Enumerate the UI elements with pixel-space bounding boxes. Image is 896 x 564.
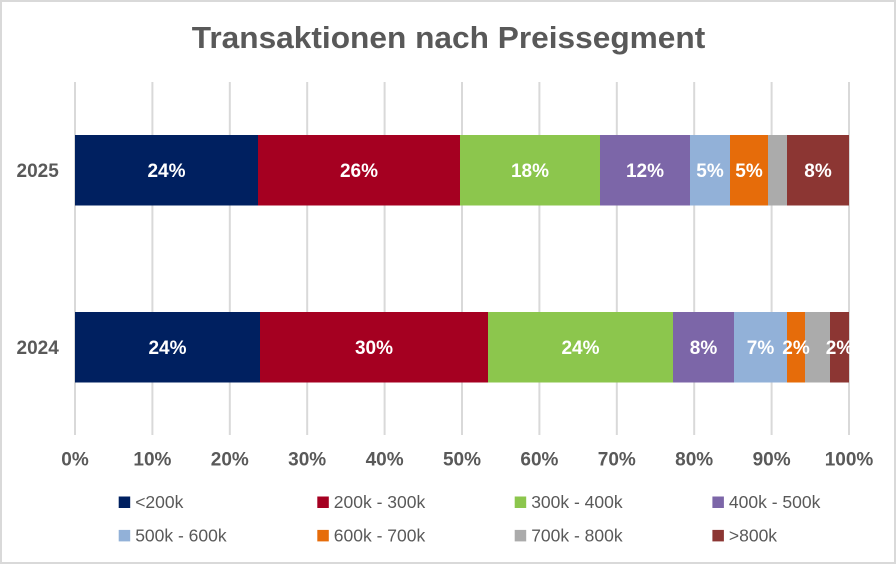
svg-text:<200k: <200k [135, 492, 183, 512]
svg-text:90%: 90% [753, 450, 791, 471]
svg-text:8%: 8% [690, 338, 718, 359]
svg-text:400k - 500k: 400k - 500k [729, 492, 821, 512]
svg-text:30%: 30% [355, 338, 393, 359]
svg-text:50%: 50% [443, 450, 481, 471]
svg-text:24%: 24% [147, 161, 185, 182]
svg-text:24%: 24% [561, 338, 599, 359]
svg-text:600k - 700k: 600k - 700k [334, 526, 426, 546]
svg-text:200k - 300k: 200k - 300k [334, 492, 426, 512]
svg-text:700k - 800k: 700k - 800k [531, 526, 623, 546]
svg-text:70%: 70% [598, 450, 636, 471]
svg-text:2024: 2024 [17, 338, 60, 359]
svg-text:0%: 0% [61, 450, 89, 471]
svg-text:>800k: >800k [729, 526, 777, 546]
svg-text:7%: 7% [747, 338, 775, 359]
svg-text:30%: 30% [288, 450, 326, 471]
svg-text:500k - 600k: 500k - 600k [135, 526, 227, 546]
svg-text:80%: 80% [675, 450, 713, 471]
svg-text:24%: 24% [148, 338, 186, 359]
svg-text:300k - 400k: 300k - 400k [531, 492, 623, 512]
svg-text:12%: 12% [626, 161, 664, 182]
svg-text:8%: 8% [804, 161, 832, 182]
svg-text:2025: 2025 [17, 161, 60, 182]
svg-text:20%: 20% [211, 450, 249, 471]
svg-text:Transaktionen nach Preissegmen: Transaktionen nach Preissegment [192, 20, 706, 55]
svg-text:26%: 26% [340, 161, 378, 182]
svg-text:40%: 40% [366, 450, 404, 471]
svg-text:18%: 18% [511, 161, 549, 182]
svg-text:2%: 2% [782, 338, 810, 359]
svg-text:100%: 100% [825, 450, 874, 471]
svg-text:5%: 5% [696, 161, 724, 182]
svg-text:2%: 2% [826, 338, 854, 359]
svg-text:5%: 5% [735, 161, 763, 182]
svg-text:10%: 10% [133, 450, 171, 471]
svg-text:60%: 60% [520, 450, 558, 471]
